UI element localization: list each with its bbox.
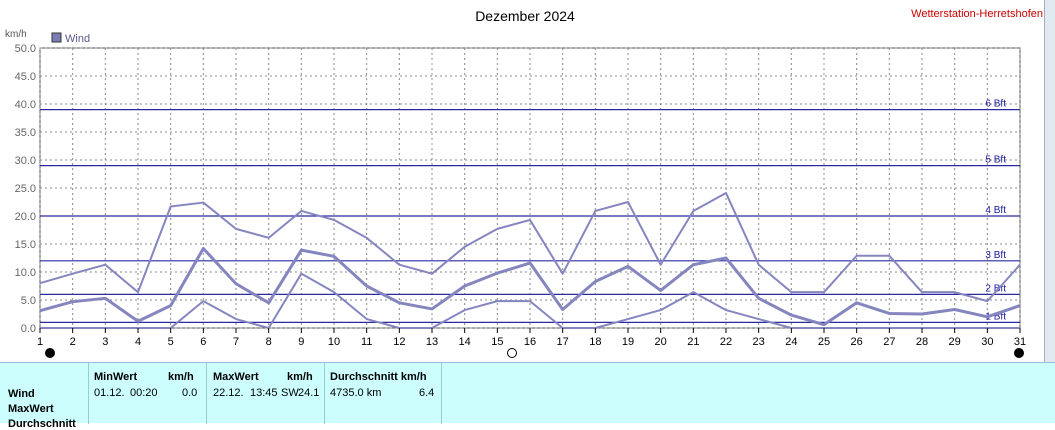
x-tick-label: 5 [168, 336, 174, 348]
x-tick-label: 2 [70, 336, 76, 348]
x-tick-label: 23 [753, 336, 765, 348]
y-axis: 0.0 5.0 10.0 15.0 20.0 25.0 30.0 35.0 40.0 45.0 50… [15, 43, 36, 335]
x-tick-label: 3 [102, 336, 108, 348]
x-tick-label: 13 [426, 336, 438, 348]
max-value: 24.1 [298, 387, 320, 399]
statistics-panel: Wind MaxWert Durchschnitt MinWert km/h 0… [0, 362, 1055, 430]
x-tick-label: 28 [916, 336, 928, 348]
avg-value: 6.4 [419, 387, 435, 399]
beaufort-label: 4 Bft [985, 205, 1006, 216]
beaufort-label: 2 Bft [985, 283, 1006, 294]
wind-chart: Dezember 2024 Wetterstation-Herretshofen… [5, 8, 1043, 358]
y-tick-label: 30.0 [15, 155, 36, 167]
min-header: MinWert [94, 371, 138, 383]
x-tick-label: 10 [328, 336, 340, 348]
x-tick-label: 24 [785, 336, 797, 348]
max-direction: SW [281, 387, 299, 399]
x-tick-label: 17 [557, 336, 569, 348]
x-tick-label: 27 [883, 336, 895, 348]
legend-swatch [51, 32, 62, 43]
x-tick-label: 19 [622, 336, 634, 348]
beaufort-label: 1 Bft [985, 311, 1006, 322]
x-tick-label: 21 [687, 336, 699, 348]
x-tick-label: 25 [818, 336, 830, 348]
x-tick-label: 8 [266, 336, 272, 348]
x-tick-label: 20 [655, 336, 667, 348]
x-tick-label: 6 [200, 336, 206, 348]
max-time: 13:45 [250, 387, 278, 399]
min-date: 01.12. [94, 387, 125, 399]
min-time: 00:20 [130, 387, 158, 399]
beaufort-label: 6 Bft [985, 99, 1006, 110]
y-axis-unit: km/h [5, 29, 27, 40]
vertical-scrollbar[interactable] [1044, 0, 1055, 362]
y-tick-label: 5.0 [21, 295, 36, 307]
x-tick-label: 30 [981, 336, 993, 348]
x-tick-label: 31 [1014, 336, 1026, 348]
min-unit: km/h [168, 371, 194, 383]
x-tick-label: 26 [851, 336, 863, 348]
chart-title: Dezember 2024 [475, 8, 575, 24]
legend-label: Wind [65, 33, 90, 45]
y-tick-label: 15.0 [15, 239, 36, 251]
x-tick-label: 7 [233, 336, 239, 348]
x-tick-label: 15 [491, 336, 503, 348]
grid [39, 47, 1021, 329]
max-unit: km/h [287, 371, 313, 383]
y-tick-label: 10.0 [15, 267, 36, 279]
avg-distance: 4735.0 km [330, 387, 382, 399]
row-label-maxwert: MaxWert [8, 403, 54, 415]
x-tick-label: 14 [459, 336, 471, 348]
x-tick-label: 18 [589, 336, 601, 348]
y-tick-label: 25.0 [15, 183, 36, 195]
y-tick-label: 35.0 [15, 127, 36, 139]
max-header: MaxWert [213, 371, 259, 383]
row-label-durchschnitt: Durchschnitt [8, 418, 76, 430]
series-line-1 [39, 246, 1021, 327]
x-tick-label: 29 [949, 336, 961, 348]
series-line-0 [39, 192, 1021, 303]
x-tick-label: 1 [37, 336, 43, 348]
y-tick-label: 50.0 [15, 43, 36, 55]
x-axis: 1 2 3 4 5 6 7 8 9 10 11 12 13 14 15 16 17 18 19 20 21 22 23 24 2… [37, 328, 1026, 348]
y-tick-label: 0.0 [21, 323, 36, 335]
y-tick-label: 20.0 [15, 211, 36, 223]
x-tick-label: 22 [720, 336, 732, 348]
x-tick-label: 16 [524, 336, 536, 348]
avg-header: Durchschnitt km/h [330, 371, 427, 383]
new-moon-icon [1014, 348, 1024, 358]
y-tick-label: 45.0 [15, 71, 36, 83]
x-tick-label: 4 [135, 336, 141, 348]
x-tick-label: 11 [361, 336, 372, 348]
beaufort-label: 5 Bft [985, 155, 1006, 166]
max-date: 22.12. [213, 387, 244, 399]
new-moon-icon [45, 348, 55, 358]
station-name: Wetterstation-Herretshofen [911, 8, 1043, 20]
row-label-wind: Wind [8, 388, 35, 400]
x-tick-label: 9 [298, 336, 304, 348]
min-value: 0.0 [182, 387, 198, 399]
full-moon-icon [507, 348, 517, 358]
x-tick-label: 12 [393, 336, 405, 348]
moon-markers [45, 348, 1024, 358]
beaufort-label: 3 Bft [985, 250, 1006, 261]
beaufort-lines: 1 Bft 2 Bft 3 Bft 4 Bft 5 Bft 6 Bft [40, 99, 1020, 323]
y-tick-label: 40.0 [15, 99, 36, 111]
